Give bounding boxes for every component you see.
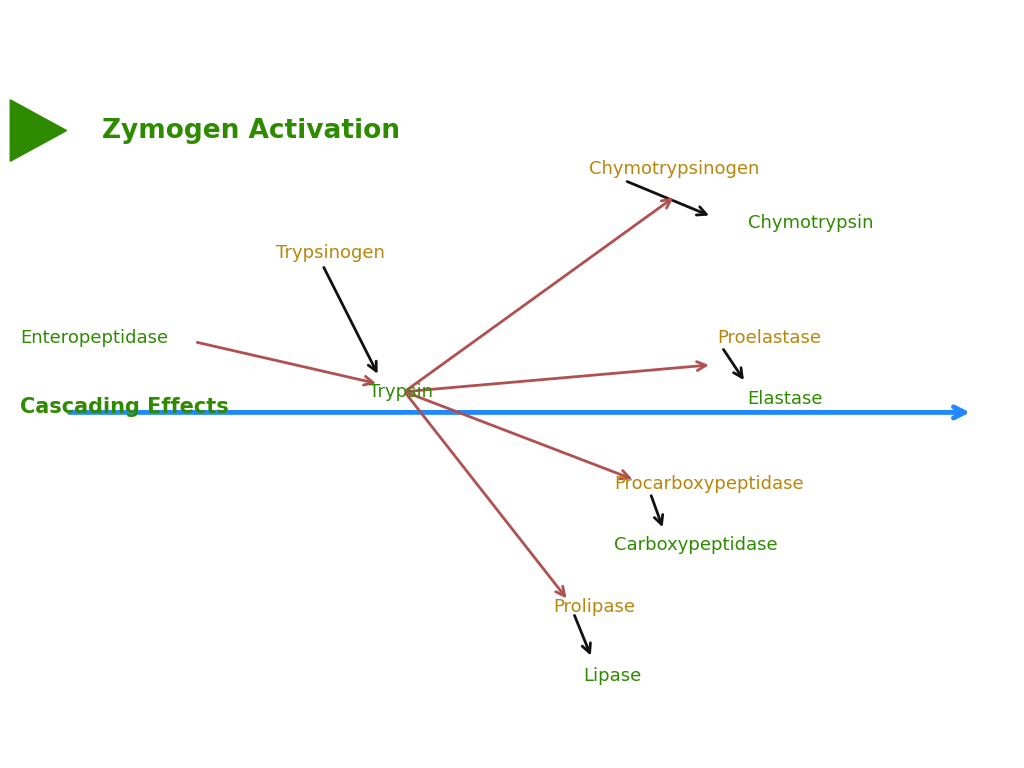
Text: Trypsin: Trypsin xyxy=(369,382,432,401)
Polygon shape xyxy=(10,100,67,161)
Text: Procarboxypeptidase: Procarboxypeptidase xyxy=(614,475,804,493)
Text: Lipase: Lipase xyxy=(584,667,642,685)
Text: Trypsinogen: Trypsinogen xyxy=(276,244,385,263)
Text: Carboxypeptidase: Carboxypeptidase xyxy=(614,536,778,554)
Text: Chymotrypsin: Chymotrypsin xyxy=(748,214,873,232)
Text: Elastase: Elastase xyxy=(748,390,823,409)
Text: Cascading Effects: Cascading Effects xyxy=(20,397,229,417)
Text: Proelastase: Proelastase xyxy=(717,329,821,347)
Text: Enteropeptidase: Enteropeptidase xyxy=(20,329,169,347)
Text: Zymogen Activation: Zymogen Activation xyxy=(102,118,400,144)
Text: Prolipase: Prolipase xyxy=(553,598,635,616)
Text: Chymotrypsinogen: Chymotrypsinogen xyxy=(589,160,759,178)
